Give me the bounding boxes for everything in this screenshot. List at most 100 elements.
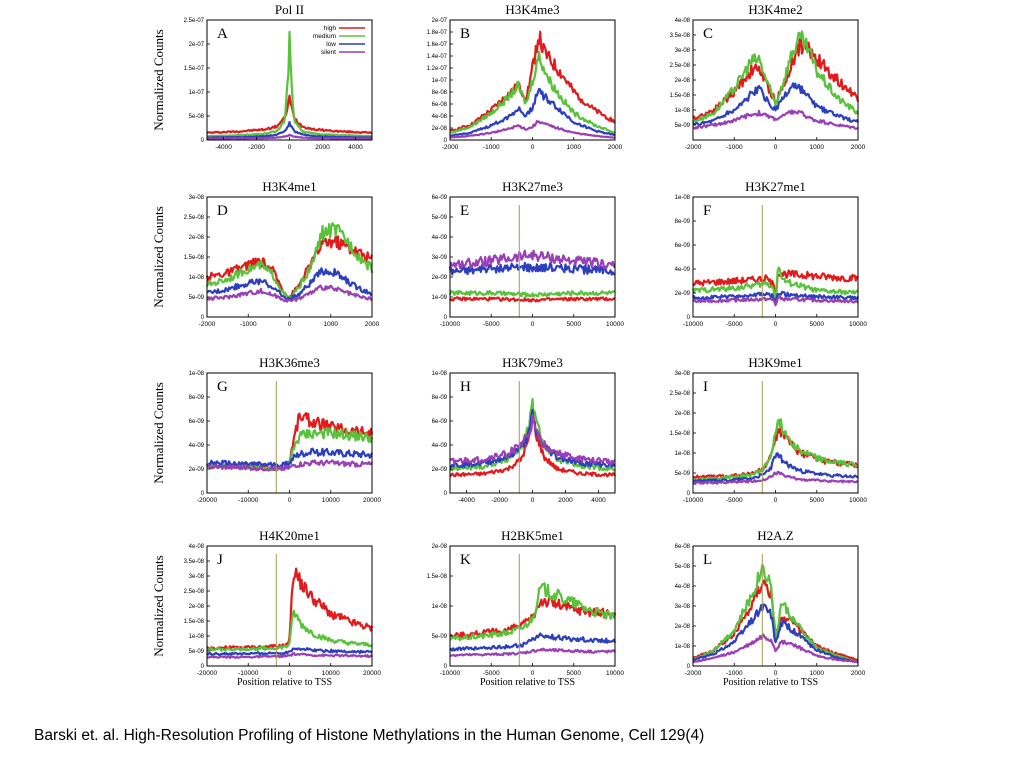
panel-title: H3K27me1 — [745, 179, 806, 194]
y-tick-label: 1.5e-07 — [184, 66, 205, 72]
x-tick-label: 0 — [774, 144, 778, 151]
x-tick-label: 0 — [288, 321, 292, 328]
series-line-silent — [206, 133, 373, 140]
panel-b: H3K4me3 -2000 -1000 0 1000 2000 0 2e-08 4e-08 6e-… — [427, 2, 623, 151]
legend-label-high: high — [324, 25, 337, 32]
panel-h: H3K79me3 -4000 -2000 0 2000 4000 0 2e-09 4e-09 6e… — [432, 355, 616, 504]
series-line-medium — [449, 582, 617, 642]
panel-letter: F — [703, 203, 711, 219]
x-tick-label: -1000 — [726, 144, 743, 151]
y-tick-label: 4e-09 — [432, 443, 448, 449]
x-tick-label: 0 — [774, 497, 778, 504]
y-tick-label: 0 — [687, 664, 691, 670]
y-tick-label: 0 — [687, 491, 691, 497]
y-tick-label: 1e-08 — [432, 371, 448, 377]
series-line-silent — [206, 651, 373, 659]
y-axis-label: Normalized Counts — [151, 29, 166, 130]
y-tick-label: 2e-08 — [675, 78, 691, 84]
panel-title: H4K20me1 — [259, 528, 320, 543]
y-tick-label: 8e-08 — [432, 90, 448, 96]
x-tick-label: -2000 — [685, 670, 702, 677]
x-tick-label: 0 — [288, 670, 292, 677]
series-line-silent — [692, 295, 859, 307]
panel-letter: G — [217, 379, 228, 395]
y-tick-label: 2e-08 — [675, 624, 691, 630]
x-tick-label: 5000 — [567, 670, 582, 677]
x-axis-label: Position relative to TSS — [480, 677, 575, 688]
series-line-low — [449, 87, 616, 137]
x-tick-label: 20000 — [363, 670, 381, 677]
y-tick-label: 1.5e-08 — [670, 93, 691, 99]
x-tick-label: -5000 — [726, 321, 743, 328]
y-tick-label: 1e-08 — [675, 451, 691, 457]
x-tick-label: -2000 — [199, 321, 216, 328]
y-tick-label: 2e-08 — [675, 411, 691, 417]
panel-j: H4K20me1 -20000 -10000 0 10000 20000 0 5e-09 1e-… — [151, 528, 381, 688]
panel-c: H3K4me2 -2000 -1000 0 1000 2000 5e-09 1e-08 1.5e… — [670, 2, 866, 151]
x-tick-label: 1000 — [567, 144, 582, 151]
y-axis-label: Normalized Counts — [151, 382, 166, 483]
series-line-silent — [692, 633, 859, 664]
y-tick-label: 8e-09 — [432, 395, 448, 401]
series-line-silent — [206, 459, 373, 472]
x-tick-label: 2000 — [851, 144, 866, 151]
y-tick-label: 2e-09 — [189, 467, 205, 473]
x-tick-label: -5000 — [483, 670, 500, 677]
series-line-silent — [449, 119, 616, 139]
x-tick-label: -20000 — [197, 497, 218, 504]
x-tick-label: -1000 — [240, 321, 257, 328]
series-line-low — [206, 267, 373, 301]
y-tick-label: 6e-08 — [675, 544, 691, 550]
y-tick-label: 1.5e-08 — [184, 619, 205, 625]
y-tick-label: 3e-08 — [675, 48, 691, 54]
series-line-medium — [448, 289, 616, 298]
series-line-silent — [449, 413, 616, 466]
y-tick-label: 4e-09 — [675, 267, 691, 273]
series-line-medium — [692, 563, 859, 663]
y-tick-label: 3.5e-08 — [670, 33, 691, 39]
y-tick-label: 1e-08 — [189, 634, 205, 640]
x-tick-label: -10000 — [440, 321, 461, 328]
series-line-low — [449, 408, 616, 469]
panel-letter: D — [217, 203, 228, 219]
series-line-silent — [449, 647, 616, 658]
x-tick-label: 2000 — [365, 321, 380, 328]
y-tick-label: 5e-09 — [189, 649, 205, 655]
x-tick-label: 10000 — [322, 670, 340, 677]
y-tick-label: 2e-07 — [189, 42, 205, 48]
panel-title: Pol II — [275, 2, 304, 17]
series-line-low — [206, 447, 374, 469]
y-tick-label: 3e-08 — [189, 195, 205, 201]
x-tick-label: 1000 — [324, 321, 339, 328]
y-tick-label: 3e-09 — [432, 255, 448, 261]
x-tick-label: -5000 — [483, 321, 500, 328]
panel-letter: A — [217, 26, 228, 42]
x-tick-label: -2000 — [248, 144, 265, 151]
x-axis-label: Position relative to TSS — [723, 677, 818, 688]
series-line-low — [692, 82, 859, 127]
x-tick-label: -5000 — [726, 497, 743, 504]
y-tick-label: 2e-09 — [675, 291, 691, 297]
panel-e: H3K27me3 -10000 -5000 0 5000 10000 0 1e-09 2e-09… — [432, 179, 625, 328]
y-tick-label: 6e-09 — [675, 243, 691, 249]
series-line-high — [449, 30, 616, 132]
x-tick-label: -1000 — [483, 144, 500, 151]
y-tick-label: 8e-09 — [675, 219, 691, 225]
y-tick-label: 2e-09 — [432, 467, 448, 473]
panel-title: H3K4me1 — [262, 179, 316, 194]
legend-label-low: low — [326, 41, 336, 48]
x-tick-label: 4000 — [348, 144, 363, 151]
y-tick-label: 5e-09 — [432, 215, 448, 221]
panel-letter: C — [703, 26, 713, 42]
panel-title: H3K79me3 — [502, 355, 563, 370]
panel-title: H2BK5me1 — [501, 528, 564, 543]
series-line-medium — [692, 418, 859, 481]
y-tick-label: 0 — [444, 664, 448, 670]
x-tick-label: 4000 — [591, 497, 606, 504]
y-tick-label: 1.2e-07 — [427, 66, 448, 72]
y-tick-label: 4e-08 — [189, 544, 205, 550]
y-tick-label: 1e-08 — [432, 604, 448, 610]
x-tick-label: -2000 — [442, 144, 459, 151]
y-tick-label: 1e-08 — [189, 275, 205, 281]
